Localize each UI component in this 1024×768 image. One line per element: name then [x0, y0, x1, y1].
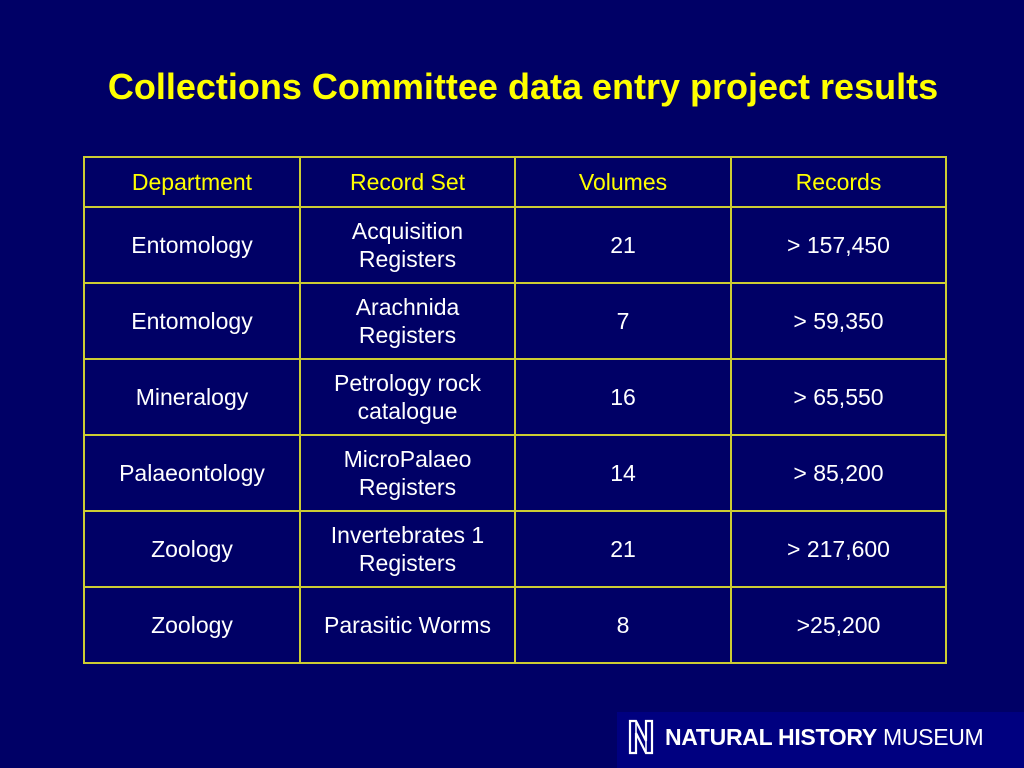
record-set-line: catalogue	[357, 398, 458, 424]
record-set-line: Registers	[358, 246, 457, 272]
header-department: Department	[83, 156, 301, 208]
cell-record-set: Invertebrates 1 Registers	[299, 510, 516, 588]
table-row: Zoology Invertebrates 1 Registers 21 > 2…	[83, 510, 947, 588]
record-set-line: Parasitic Worms	[324, 612, 491, 638]
header-volumes: Volumes	[514, 156, 732, 208]
record-set-line: MicroPalaeo	[343, 446, 472, 472]
cell-record-set: Acquisition Registers	[299, 206, 516, 284]
cell-department: Palaeontology	[83, 434, 301, 512]
cell-volumes: 8	[514, 586, 732, 664]
record-set-line: Registers	[358, 550, 457, 576]
record-set-line: Arachnida	[355, 294, 460, 320]
cell-records: > 157,450	[730, 206, 947, 284]
nhm-n-logo-icon	[628, 719, 654, 755]
cell-volumes: 21	[514, 510, 732, 588]
cell-records: > 59,350	[730, 282, 947, 360]
cell-records: > 85,200	[730, 434, 947, 512]
nhm-logo: NATURAL HISTORY MUSEUM	[617, 712, 1024, 768]
cell-record-set: Arachnida Registers	[299, 282, 516, 360]
cell-records: >25,200	[730, 586, 947, 664]
cell-department: Mineralogy	[83, 358, 301, 436]
results-table: Department Record Set Volumes Records En…	[83, 156, 947, 664]
cell-volumes: 16	[514, 358, 732, 436]
record-set-line: Petrology rock	[333, 370, 481, 396]
table-row: Zoology Parasitic Worms 8 >25,200	[83, 586, 947, 664]
cell-department: Zoology	[83, 510, 301, 588]
record-set-line: Invertebrates 1	[330, 522, 485, 548]
cell-department: Entomology	[83, 206, 301, 284]
header-records: Records	[730, 156, 947, 208]
cell-record-set: Parasitic Worms	[299, 586, 516, 664]
slide-title: Collections Committee data entry project…	[107, 66, 939, 107]
table-header-row: Department Record Set Volumes Records	[83, 156, 947, 208]
logo-wordmark: NATURAL HISTORY MUSEUM	[665, 721, 984, 753]
cell-records: > 65,550	[730, 358, 947, 436]
table-row: Mineralogy Petrology rock catalogue 16 >…	[83, 358, 947, 436]
table-row: Entomology Acquisition Registers 21 > 15…	[83, 206, 947, 284]
record-set-line: Registers	[358, 474, 457, 500]
logo-bold-text: NATURAL HISTORY	[665, 724, 877, 750]
logo-light-text: MUSEUM	[882, 724, 984, 750]
record-set-line: Acquisition	[351, 218, 464, 244]
cell-department: Entomology	[83, 282, 301, 360]
cell-record-set: Petrology rock catalogue	[299, 358, 516, 436]
cell-volumes: 7	[514, 282, 732, 360]
cell-record-set: MicroPalaeo Registers	[299, 434, 516, 512]
cell-volumes: 14	[514, 434, 732, 512]
header-record-set: Record Set	[299, 156, 516, 208]
table-row: Entomology Arachnida Registers 7 > 59,35…	[83, 282, 947, 360]
record-set-line: Registers	[358, 322, 457, 348]
cell-records: > 217,600	[730, 510, 947, 588]
cell-department: Zoology	[83, 586, 301, 664]
table-row: Palaeontology MicroPalaeo Registers 14 >…	[83, 434, 947, 512]
cell-volumes: 21	[514, 206, 732, 284]
